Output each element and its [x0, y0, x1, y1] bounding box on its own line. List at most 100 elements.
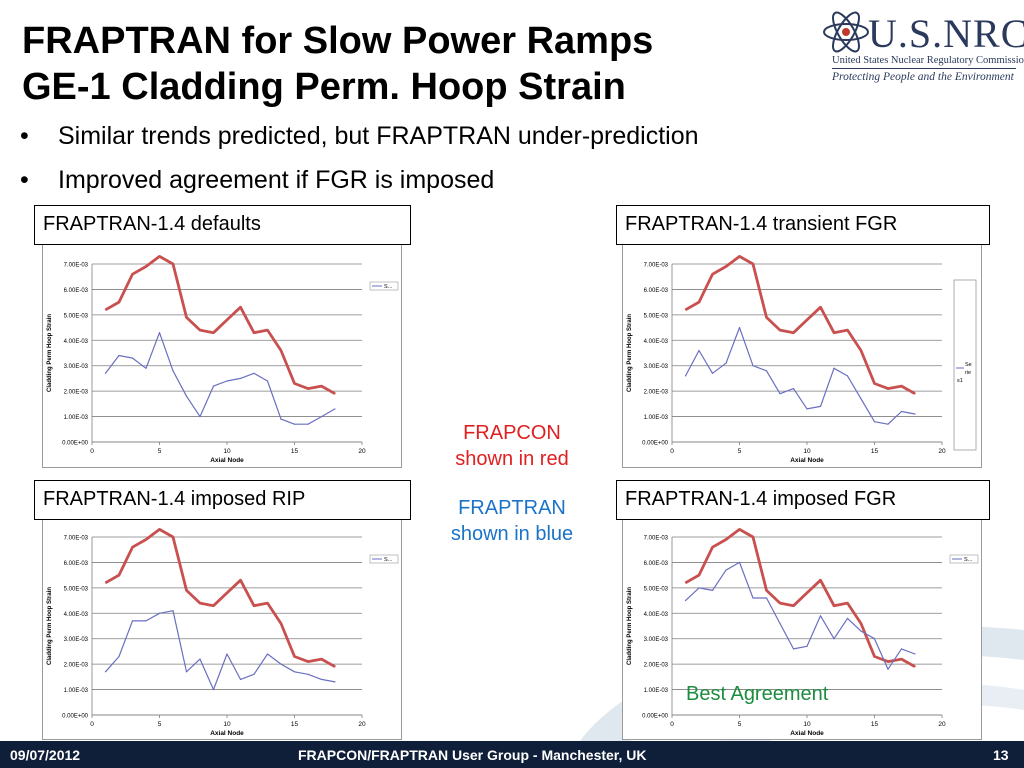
fraptran-data-point	[307, 423, 309, 425]
y-tick-label: 7.00E-03	[64, 536, 89, 542]
y-tick-label: 6.00E-03	[644, 561, 669, 567]
frapcon-data-point	[172, 536, 174, 538]
frapcon-data-point	[239, 306, 242, 308]
chart-fraptran-transient-fgr: 0.00E+00 1.00E-03 2.00E-03 3.00E-03 4.00E-03…	[622, 242, 982, 468]
nrc-logo-subtitle: United States Nuclear Regulatory Commiss…	[832, 55, 1024, 66]
fraptran-data-point	[158, 332, 161, 334]
x-tick-label: 0	[670, 721, 674, 728]
chart-fraptran-defaults: 0.00E+00 1.00E-03 2.00E-03 3.00E-03 4.00E-03…	[42, 242, 402, 468]
nrc-atom-logo-icon	[823, 11, 869, 53]
frapcon-data-point	[860, 622, 862, 625]
slide-title-line-2: GE-1 Cladding Perm. Hoop Strain	[22, 66, 626, 108]
y-tick-label: 0.00E+00	[642, 714, 669, 720]
y-tick-label: 7.00E-03	[644, 536, 669, 542]
bullet-item: • Similar trends predicted, but FRAPTRAN …	[20, 118, 699, 162]
frapcon-data-point	[334, 393, 336, 395]
frapcon-data-point	[819, 579, 822, 581]
legend-box	[369, 554, 399, 564]
fraptran-data-point	[266, 380, 269, 382]
frapcon-data-point	[711, 546, 714, 548]
frapcon-data-point	[266, 329, 269, 331]
fraptran-data-point	[118, 354, 120, 357]
frapcon-data-point	[846, 602, 849, 604]
chart-frame	[42, 515, 402, 740]
chart-fraptran-imposed-fgr: 0.00E+00 1.00E-03 2.00E-03 3.00E-03 4.00E-03…	[622, 515, 982, 740]
frapcon-data-point	[806, 319, 808, 321]
footer-event: FRAPCON/FRAPTRAN User Group - Manchester…	[298, 747, 647, 763]
x-axis-title: Axial Node	[790, 457, 824, 464]
fraptran-data-point	[711, 589, 714, 591]
x-tick-label: 10	[223, 721, 231, 728]
fraptran-data-point	[239, 377, 242, 380]
frapcon-data-point	[199, 602, 201, 604]
x-tick-label: 20	[358, 448, 366, 455]
y-tick-label: 0.00E+00	[62, 714, 89, 720]
frapcon-data-point	[226, 592, 228, 594]
frapcon-data-point	[280, 349, 282, 352]
nrc-logo-divider	[832, 68, 1016, 69]
y-tick-label: 1.00E-03	[64, 688, 89, 694]
y-tick-label: 4.00E-03	[64, 612, 89, 618]
fraptran-data-point	[833, 638, 835, 640]
y-tick-label: 2.00E-03	[644, 390, 669, 396]
panel-label-imposed-rip: FRAPTRAN-1.4 imposed RIP	[34, 480, 411, 520]
frapcon-data-point	[131, 546, 134, 548]
fraptran-data-point	[698, 349, 700, 352]
frapcon-data-point	[779, 602, 781, 604]
frapcon-data-point	[738, 255, 741, 257]
fraptran-data-point	[334, 408, 336, 410]
y-tick-label: 0.00E+00	[642, 441, 669, 447]
frapcon-data-point	[280, 622, 282, 625]
bullet-dot-icon: •	[20, 166, 29, 194]
y-tick-label: 5.00E-03	[644, 313, 669, 319]
fraptran-data-point	[765, 597, 768, 599]
x-tick-label: 15	[871, 721, 879, 728]
fraptran-data-point	[860, 630, 862, 632]
legend-box	[949, 554, 979, 564]
y-axis-title: Cladding Perm Hoop Strain	[47, 587, 53, 665]
x-tick-label: 20	[938, 448, 946, 455]
fraptran-data-point	[185, 671, 188, 673]
frapcon-data-point	[711, 273, 714, 275]
fraptran-data-point	[873, 421, 876, 423]
x-tick-label: 5	[158, 721, 162, 728]
y-tick-label: 4.00E-03	[644, 339, 669, 345]
frapcon-data-point	[833, 605, 835, 607]
fraptran-data-point	[900, 648, 903, 650]
x-tick-label: 0	[670, 448, 674, 455]
frapcon-data-point	[293, 382, 296, 385]
y-tick-label: 3.00E-03	[644, 364, 669, 370]
frapcon-data-point	[765, 316, 768, 318]
frapcon-data-point	[900, 658, 903, 660]
frapcon-series-line	[104, 254, 336, 395]
fraptran-data-point	[819, 615, 822, 617]
frapcon-data-point	[307, 661, 309, 663]
fraptran-data-point	[199, 415, 201, 418]
fraptran-data-point	[725, 569, 727, 571]
frapcon-data-point	[212, 605, 215, 607]
nrc-logo-wordmark: U.S.NRC	[868, 11, 1024, 56]
x-axis-title: Axial Node	[790, 730, 824, 737]
fraptran-data-point	[145, 367, 147, 369]
frapcon-data-point	[725, 538, 727, 541]
frapcon-data-point	[873, 655, 876, 658]
frapcon-data-point	[118, 301, 120, 303]
y-tick-label: 6.00E-03	[644, 288, 669, 294]
y-tick-label: 3.00E-03	[644, 637, 669, 643]
y-tick-label: 7.00E-03	[644, 263, 669, 269]
frapcon-note: FRAPCON shown in red	[442, 420, 582, 472]
frapcon-data-point	[765, 589, 768, 591]
legend-label: S...	[384, 557, 393, 563]
fraptran-data-point	[320, 678, 323, 680]
frapcon-data-point	[752, 536, 754, 538]
fraptran-data-point	[711, 372, 714, 374]
panel-label-transient-fgr: FRAPTRAN-1.4 transient FGR	[616, 205, 990, 245]
nrc-logo-tagline: Protecting People and the Environment	[832, 71, 1014, 83]
fraptran-data-point	[280, 418, 282, 420]
fraptran-series-line	[105, 332, 336, 425]
x-tick-label: 5	[738, 721, 742, 728]
chart-frame	[622, 515, 982, 740]
fraptran-data-point	[145, 620, 147, 622]
legend-label: S...	[384, 284, 393, 290]
fraptran-data-point	[172, 610, 174, 612]
